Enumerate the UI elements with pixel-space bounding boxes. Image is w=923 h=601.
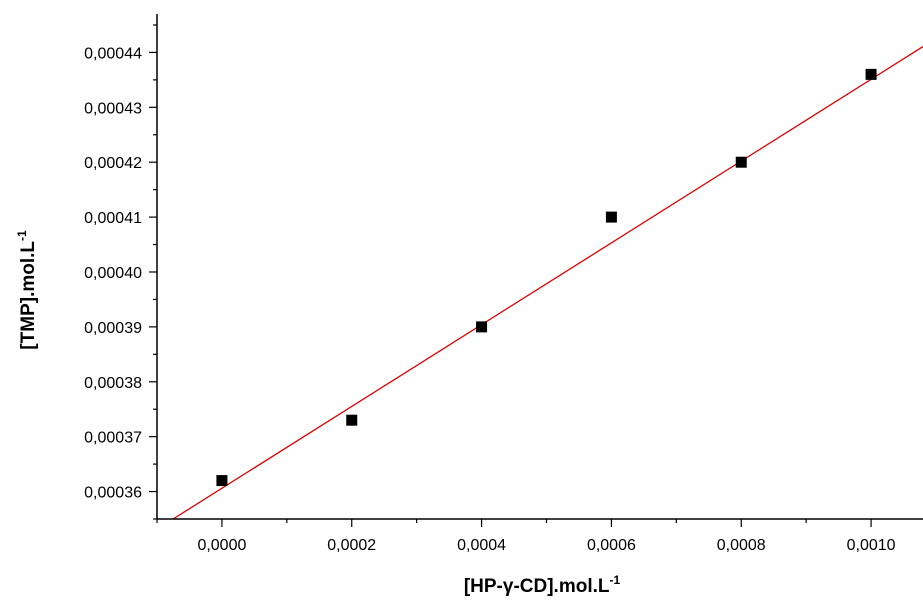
linear-fit-line xyxy=(172,46,923,520)
x-tick-label: 0,0002 xyxy=(327,537,376,554)
x-tick-label: 0,0006 xyxy=(587,537,636,554)
y-tick-labels: 0,00036 0,00037 0,00038 0,00039 0,00040 0,000… xyxy=(84,45,142,501)
y-tick-label: 0,00042 xyxy=(84,155,142,172)
x-tick-label: 0,0010 xyxy=(847,537,896,554)
y-tick-label: 0,00041 xyxy=(84,210,142,227)
data-point xyxy=(476,321,488,333)
data-point xyxy=(865,68,877,80)
x-tick-label: 0,0000 xyxy=(197,537,246,554)
y-tick-label: 0,00038 xyxy=(84,375,142,392)
x-axis-title: [HP-γ-CD].mol.L-1 xyxy=(464,573,621,597)
y-tick-label: 0,00037 xyxy=(84,430,142,447)
data-point xyxy=(605,211,617,223)
y-tick-label: 0,00044 xyxy=(84,45,142,62)
plot-area xyxy=(172,46,923,520)
y-tick-label: 0,00036 xyxy=(84,485,142,502)
data-point xyxy=(216,475,228,487)
x-tick-labels: 0,0000 0,0002 0,0004 0,0006 0,0008 0,0010 xyxy=(197,537,895,554)
y-axis-title: [TMP].mol.L-1 xyxy=(15,230,39,350)
data-point xyxy=(735,156,747,168)
axes xyxy=(149,14,923,527)
data-point xyxy=(346,414,358,426)
x-tick-label: 0,0004 xyxy=(457,537,506,554)
x-tick-label: 0,0008 xyxy=(717,537,766,554)
y-tick-label: 0,00043 xyxy=(84,100,142,117)
y-tick-label: 0,00039 xyxy=(84,320,142,337)
y-tick-label: 0,00040 xyxy=(84,265,142,282)
